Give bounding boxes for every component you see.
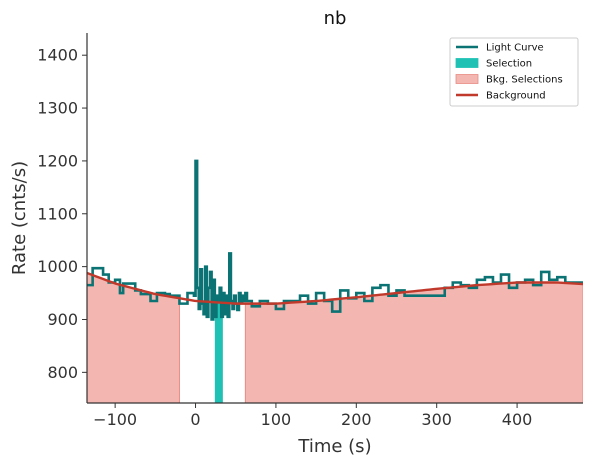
legend-patch-swatch [455, 74, 479, 84]
x-tick-label: 200 [341, 410, 372, 429]
axes-layer: −100 0 100 200 300 400 800 900 1000 1100 1200 1300 1… [37, 33, 583, 429]
light-curve-layer [87, 159, 583, 321]
y-axis-title: Rate (cnts/s) [9, 161, 30, 275]
y-tick-label: 1000 [37, 257, 78, 276]
legend: Light Curve Selection Bkg. Selections Backg… [449, 37, 579, 107]
legend-label: Bkg. Selections [486, 75, 563, 86]
x-tick-label: 300 [421, 410, 452, 429]
legend-patch-swatch [455, 58, 479, 68]
y-tick-label: 1100 [37, 204, 78, 223]
y-tick-label: 1200 [37, 151, 78, 170]
light-curve-series [87, 159, 583, 321]
x-tick-label: 100 [261, 410, 292, 429]
legend-box [449, 37, 579, 107]
y-tick-label: 1300 [37, 99, 78, 118]
legend-label: Light Curve [486, 43, 544, 54]
x-tick-label: 0 [190, 410, 200, 429]
chart-title: nb [324, 8, 347, 29]
x-tick-label: −100 [93, 410, 137, 429]
background-series [87, 271, 583, 305]
x-tick-label: 400 [502, 410, 533, 429]
x-axis-title: Time (s) [297, 436, 371, 457]
y-tick-label: 900 [47, 310, 78, 329]
y-tick-label: 800 [47, 363, 78, 382]
legend-label: Background [486, 91, 546, 102]
labels-layer: nb Time (s) Rate (cnts/s) [9, 8, 372, 457]
background-layer [87, 271, 583, 305]
y-tick-label: 1400 [37, 46, 78, 65]
legend-label: Selection [486, 59, 532, 70]
